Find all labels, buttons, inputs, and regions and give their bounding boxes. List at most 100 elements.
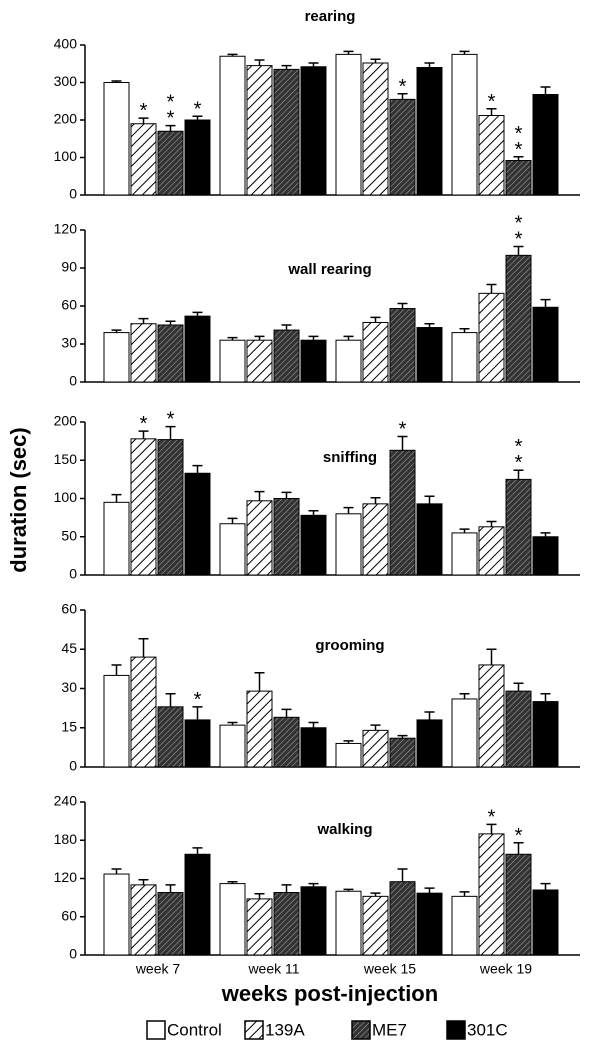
bar <box>505 853 532 956</box>
bar <box>478 292 505 383</box>
y-tick-label: 100 <box>54 148 78 164</box>
error-bar <box>513 469 524 480</box>
bar <box>478 526 505 576</box>
bar <box>300 66 327 196</box>
bar <box>389 449 416 576</box>
error-bar <box>343 506 354 514</box>
y-tick-label: 60 <box>61 297 77 313</box>
significance: * <box>187 98 209 114</box>
bar <box>219 339 246 383</box>
bar <box>184 853 211 956</box>
bar <box>103 82 130 196</box>
legend-label: Control <box>167 1020 222 1039</box>
bar <box>335 339 362 383</box>
y-tick-label: 0 <box>69 373 77 389</box>
y-tick-label: 30 <box>61 335 77 351</box>
legend-swatch <box>351 1020 371 1040</box>
y-tick-label: 50 <box>61 527 77 543</box>
panel-title: walking <box>316 821 372 838</box>
error-bar <box>424 62 435 68</box>
error-bar <box>370 892 381 897</box>
error-bar <box>459 692 470 699</box>
y-tick-label: 15 <box>61 718 77 734</box>
error-bar <box>459 50 470 55</box>
error-bar <box>192 311 203 317</box>
significance: * <box>133 413 155 429</box>
bar <box>505 478 532 576</box>
error-bar <box>138 317 149 324</box>
bar <box>246 690 273 768</box>
bar <box>219 55 246 196</box>
y-tick-label: 300 <box>54 73 78 89</box>
bar <box>335 513 362 576</box>
error-bar <box>397 868 408 882</box>
panel-title: grooming <box>315 637 384 654</box>
bar <box>184 119 211 196</box>
error-bar <box>254 893 265 899</box>
error-bar <box>424 711 435 720</box>
x-tick-label: week 19 <box>479 961 532 977</box>
bar <box>505 690 532 768</box>
bar <box>505 160 532 196</box>
legend-swatch <box>146 1020 166 1040</box>
bar <box>273 329 300 383</box>
y-tick-label: 0 <box>69 186 77 202</box>
significance: * <box>508 825 530 841</box>
significance: ** <box>160 92 182 124</box>
error-bar <box>281 324 292 331</box>
bar <box>246 65 273 196</box>
error-bar <box>459 528 470 533</box>
bar <box>362 62 389 196</box>
error-bar <box>397 435 408 451</box>
bar <box>103 674 130 768</box>
error-bar <box>227 721 238 726</box>
bar <box>130 123 157 196</box>
significance: * <box>160 409 182 425</box>
error-bar <box>513 682 524 692</box>
y-tick-label: 240 <box>54 793 78 809</box>
y-tick-label: 0 <box>69 946 77 962</box>
error-bar <box>513 842 524 855</box>
y-tick-label: 100 <box>54 489 78 505</box>
bar <box>362 321 389 383</box>
x-tick-label: week 11 <box>247 961 299 977</box>
error-bar <box>343 740 354 744</box>
y-tick-label: 120 <box>54 869 78 885</box>
bar <box>130 323 157 383</box>
error-bar <box>459 328 470 333</box>
error-bar <box>370 724 381 731</box>
bar <box>362 729 389 768</box>
error-bar <box>513 245 524 256</box>
y-tick-label: 180 <box>54 831 78 847</box>
bar <box>103 873 130 956</box>
error-bar <box>424 887 435 894</box>
y-tick-label: 120 <box>54 221 78 237</box>
error-bar <box>281 64 292 70</box>
significance: ** <box>508 212 530 244</box>
bar <box>103 332 130 383</box>
bar <box>273 68 300 196</box>
error-bar <box>111 664 122 676</box>
bar <box>389 308 416 383</box>
error-bar <box>308 62 319 67</box>
error-bar <box>308 882 319 887</box>
bar <box>184 472 211 576</box>
bar <box>478 833 505 956</box>
significance: * <box>481 806 503 822</box>
error-bar <box>540 532 551 537</box>
bar <box>130 438 157 576</box>
error-bar <box>165 320 176 325</box>
error-bar <box>254 672 265 692</box>
bar <box>505 254 532 383</box>
error-bar <box>308 721 319 728</box>
error-bar <box>540 882 551 890</box>
bar <box>246 339 273 383</box>
x-tick-label: week 15 <box>363 961 416 977</box>
bar <box>157 706 184 768</box>
error-bar <box>486 520 497 527</box>
bar <box>300 727 327 768</box>
bar <box>451 332 478 383</box>
significance: ** <box>508 123 530 155</box>
error-bar <box>227 880 238 884</box>
